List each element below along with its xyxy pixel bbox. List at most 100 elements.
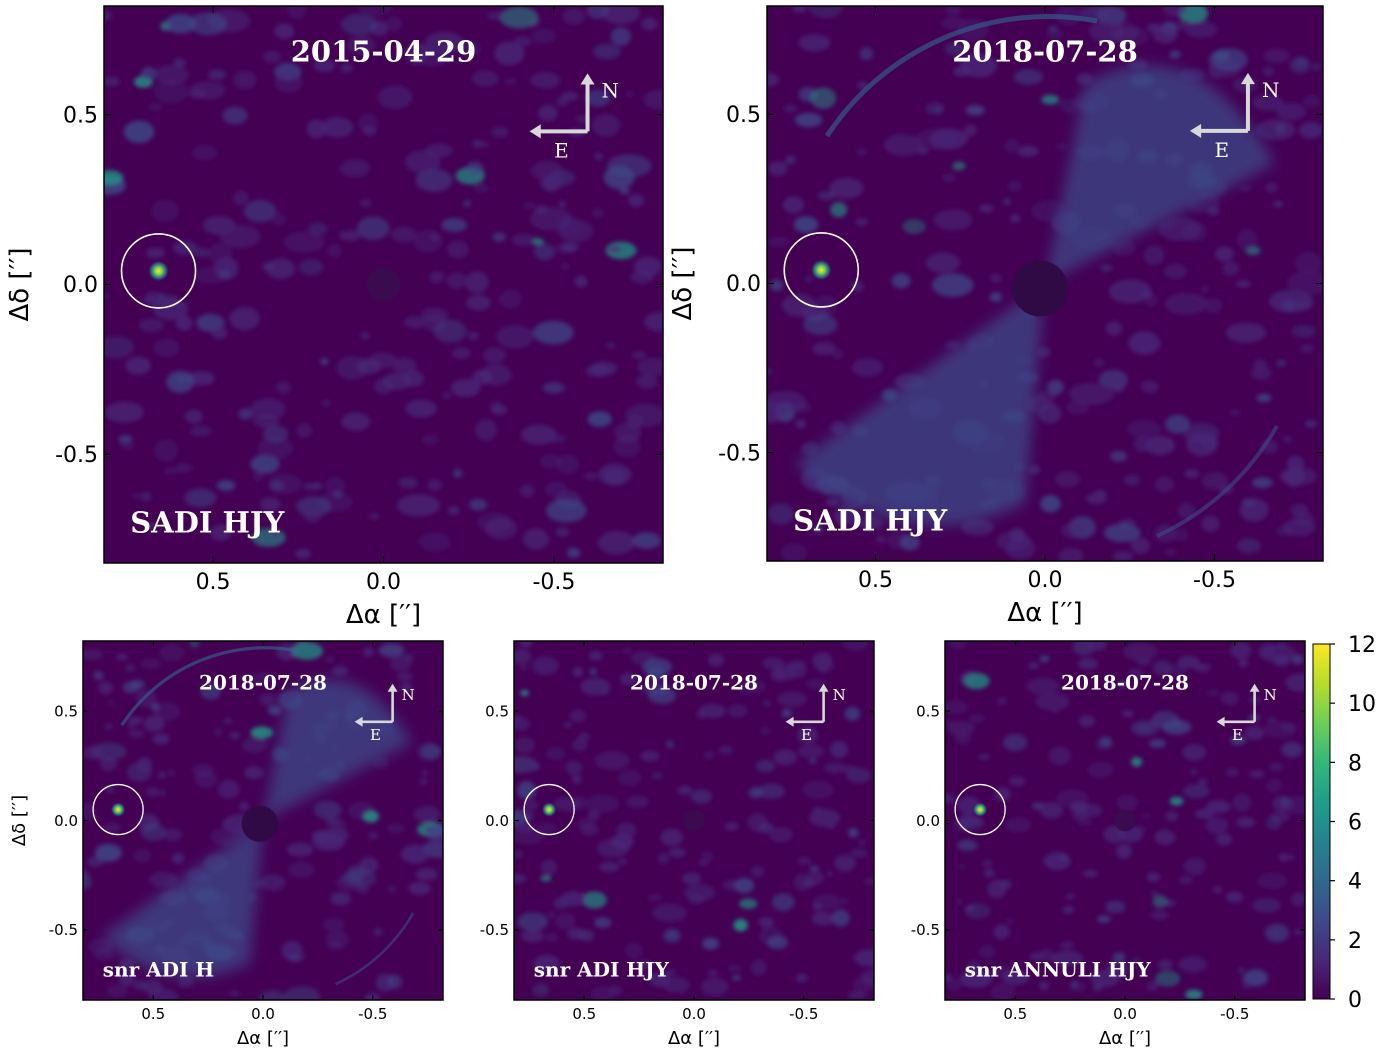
- east-label: E: [801, 726, 812, 744]
- panel-method-label: snr ANNULI HJY: [965, 958, 1152, 982]
- companion-ring: [954, 783, 1006, 836]
- edge-arcs: [120, 646, 415, 986]
- companion-ring: [783, 232, 860, 308]
- colorbar-tick-label: 4: [1348, 870, 1362, 895]
- y-tick-label: -0.5: [49, 921, 78, 939]
- x-axis: 0.5 0.0 -0.5 Δα [′′]: [858, 6, 1236, 628]
- y-axis-label: Δδ [′′]: [9, 795, 30, 846]
- y-tick-label: -0.5: [718, 441, 761, 466]
- panel-image: NE: [83, 641, 443, 1000]
- disk-residual: [101, 679, 412, 978]
- y-tick-label: 0.0: [54, 812, 78, 830]
- east-arrowhead: [354, 716, 363, 727]
- disk-residual: [795, 65, 1275, 526]
- panel-method-label: snr ADI H: [103, 958, 214, 982]
- image-noise: [104, 6, 663, 559]
- panel-image: NE: [767, 6, 1323, 561]
- compass: NE: [529, 73, 620, 162]
- x-tick-label: -0.5: [532, 570, 575, 595]
- panel-image: NE: [945, 641, 1305, 1000]
- north-arrowhead: [580, 73, 595, 85]
- x-axis: 0.5 0.0 -0.5 Δα [′′]: [141, 641, 387, 1049]
- x-tick-label: 0.5: [141, 1005, 165, 1023]
- y-tick-label: 0.0: [726, 272, 761, 297]
- edge-arcs: [824, 14, 1279, 538]
- north-label: N: [402, 686, 415, 704]
- panel-date: 2015-04-29: [291, 35, 477, 69]
- colorbar-tick-label: 2: [1348, 929, 1362, 954]
- companion-psf: [972, 801, 988, 818]
- x-tick-label: 0.0: [1113, 1005, 1137, 1023]
- north-label: N: [1262, 78, 1280, 102]
- x-axis-label: Δα [′′]: [668, 1028, 720, 1049]
- x-axis: 0.5 0.0 -0.5 Δα [′′]: [572, 641, 818, 1049]
- y-tick-label: -0.5: [480, 921, 509, 939]
- compass: NE: [1189, 72, 1280, 162]
- colorbar-tick-label: 10: [1348, 692, 1376, 717]
- image-noise: [945, 641, 1305, 1000]
- panel-image: NE: [514, 641, 874, 1000]
- coronagraph-mask: [366, 267, 401, 302]
- east-arrowhead: [1189, 123, 1202, 138]
- east-arrowhead: [1216, 716, 1225, 727]
- x-tick-label: -0.5: [358, 1005, 387, 1023]
- y-axis-label: Δδ [′′]: [5, 247, 35, 321]
- y-tick-label: 0.0: [63, 273, 98, 298]
- y-axis-label: Δδ [′′]: [668, 246, 698, 320]
- image-noise: [514, 641, 874, 1000]
- x-tick-label: 0.0: [366, 570, 401, 595]
- y-tick-label: -0.5: [55, 443, 98, 468]
- y-tick-label: 0.5: [726, 103, 761, 128]
- y-tick-label: 0.0: [485, 812, 509, 830]
- north-arrowhead: [818, 683, 829, 692]
- y-tick-label: 0.0: [916, 812, 940, 830]
- panel-method-label: snr ADI HJY: [534, 958, 670, 982]
- x-tick-label: 0.0: [682, 1005, 706, 1023]
- panel-method-label: SADI HJY: [130, 505, 284, 539]
- companion-ring: [92, 783, 144, 836]
- north-arrowhead: [387, 683, 398, 692]
- y-tick-label: 0.5: [54, 702, 78, 720]
- companion-ring: [120, 233, 197, 309]
- x-axis: 0.5 0.0 -0.5 Δα [′′]: [196, 6, 575, 630]
- y-tick-label: 0.5: [485, 702, 509, 720]
- east-arrowhead: [529, 124, 541, 139]
- y-axis: 0.5 0.0 -0.5 Δδ [′′]: [9, 702, 443, 939]
- x-axis-label: Δα [′′]: [346, 600, 421, 630]
- colorbar-tick-label: 12: [1348, 633, 1376, 658]
- panel-image: NE: [104, 6, 663, 563]
- x-tick-label: 0.0: [251, 1005, 275, 1023]
- coronagraph-mask: [1012, 260, 1068, 317]
- colorbar-tick-label: 8: [1348, 751, 1362, 776]
- companion-psf: [810, 258, 833, 281]
- x-axis-label: Δα [′′]: [1099, 1028, 1151, 1049]
- compass: NE: [354, 683, 415, 744]
- x-tick-label: 0.5: [1003, 1005, 1027, 1023]
- coronagraph-mask: [241, 805, 278, 842]
- companion-psf: [147, 259, 170, 282]
- colorbar: 0 2 4 6 8 10 12: [1312, 633, 1376, 1013]
- north-label: N: [833, 686, 846, 704]
- compass: NE: [785, 683, 846, 744]
- x-tick-label: -0.5: [789, 1005, 818, 1023]
- north-label: N: [602, 78, 620, 102]
- y-tick-label: 0.5: [916, 702, 940, 720]
- east-label: E: [1215, 138, 1230, 162]
- panel-method-label: SADI HJY: [793, 503, 947, 537]
- x-tick-label: -0.5: [1193, 568, 1236, 593]
- x-tick-label: 0.5: [858, 568, 893, 593]
- x-tick-label: 0.5: [572, 1005, 596, 1023]
- companion-ring: [523, 783, 575, 836]
- y-tick-label: 0.5: [63, 103, 98, 128]
- east-label: E: [370, 726, 381, 744]
- colorbar-tick-label: 6: [1348, 811, 1362, 836]
- north-arrowhead: [1249, 683, 1260, 692]
- companion-psf: [110, 801, 126, 818]
- panel-date: 2018-07-28: [199, 670, 327, 694]
- x-tick-label: -0.5: [1220, 1005, 1249, 1023]
- companion-psf: [541, 801, 557, 818]
